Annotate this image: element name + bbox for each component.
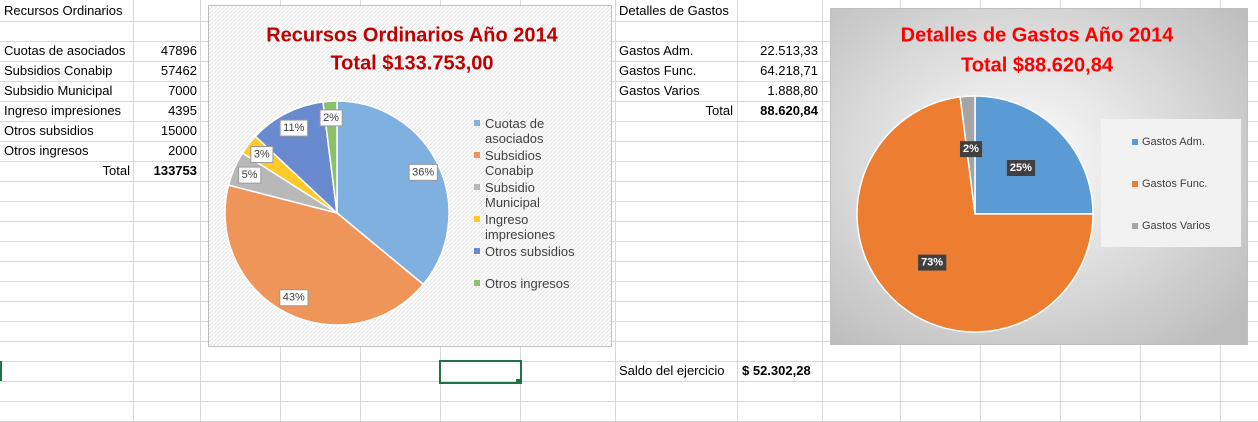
row-label: Ingreso impresiones [4,103,122,118]
data-label: 73% [921,257,943,269]
row-value: 7000 [168,83,197,98]
legend-label: Otros subsidios [485,244,575,259]
selected-cell[interactable] [439,360,522,384]
label-box [279,119,309,137]
data-label: 3% [254,149,270,161]
legend-box [1101,119,1241,247]
legend-label: Ingreso impresiones [485,212,556,242]
row-value: 22.513,33 [760,43,818,58]
legend-marker [474,248,480,254]
legend-marker [474,184,480,190]
legend-label: Otros ingresos [485,276,570,291]
legend-marker [474,120,480,126]
legend-label: Subsidio Municipal [485,180,540,210]
row-label: Subsidios Conabip [4,63,113,78]
label-box [918,254,947,271]
row-value: 4395 [168,103,197,118]
legend-marker [1132,139,1138,145]
row-value: 15000 [160,123,197,138]
data-label: 11% [283,122,304,134]
data-label: 5% [242,169,258,181]
row-value: 2000 [168,143,197,158]
pie-slice [856,96,1094,333]
label-box [319,109,343,127]
label-box [1006,160,1036,177]
row-value: 64.218,71 [760,63,818,78]
legend-marker [474,216,480,222]
legend-marker [474,280,480,286]
row-label: Cuotas de asociados [4,43,126,58]
data-label: 25% [1010,162,1032,174]
row-label: Otros ingresos [4,143,89,158]
balance-value: $ 52.302,28 [742,363,811,378]
data-label: 43% [283,292,305,304]
row-label: Gastos Adm. [619,43,694,58]
chart: Detalles de Gastos Año 2014 Total $88.620… [830,8,1248,345]
row-label: Subsidio Municipal [4,83,113,98]
legend-label: Gastos Adm. [1142,136,1205,148]
table-header: Recursos Ordinarios [4,3,123,18]
pie-slice [336,100,450,286]
label-box [238,166,262,184]
fill-handle[interactable] [516,379,521,384]
chart-title: Detalles de Gastos Año 2014 [901,24,1175,46]
table-header: Detalles de Gastos [619,3,729,18]
chart-canvas: Detalles de Gastos Año 2014 Total $88.620… [831,9,1247,344]
legend-label: Cuotas de asociados [485,116,545,146]
pie-slice [974,95,1094,215]
row-label: Gastos Varios [619,83,700,98]
total-label: Total [102,163,130,178]
pie-slice [254,101,339,215]
row-value: 57462 [160,63,197,78]
data-label: 2% [963,143,979,155]
row-value: 47896 [160,43,197,58]
total-value: 88.620,84 [760,103,818,118]
label-box [279,289,309,307]
chart-subtitle: Total $133.753,00 [330,52,493,74]
data-label: 36% [412,166,434,178]
row-label: Otros subsidios [4,123,94,138]
legend-marker [1132,181,1138,187]
pie-slice [224,184,425,326]
total-label: Total [705,103,733,118]
legend-marker [474,152,480,158]
legend-label: Gastos Varios [1142,220,1211,232]
total-value: 133753 [153,163,197,178]
legend-label: Subsidios Conabip [485,148,542,178]
label-box [250,146,274,164]
balance-label: Saldo del ejercicio [619,363,725,378]
row-value: 1.888,80 [767,83,818,98]
legend-label: Gastos Func. [1142,178,1208,190]
legend-marker [1132,223,1138,229]
row-highlight [0,361,2,381]
pie-slice [322,100,338,214]
row-label: Gastos Func. [619,63,697,78]
chart-title: Recursos Ordinarios Año 2014 [266,24,558,46]
label-box [959,141,983,158]
chart: Recursos Ordinarios Año 2014 Total $133.7… [208,5,612,347]
data-label: 2% [323,112,339,124]
chart-canvas: Recursos Ordinarios Año 2014 Total $133.7… [209,6,611,346]
chart-subtitle: Total $88.620,84 [961,54,1114,76]
label-box [408,163,438,181]
